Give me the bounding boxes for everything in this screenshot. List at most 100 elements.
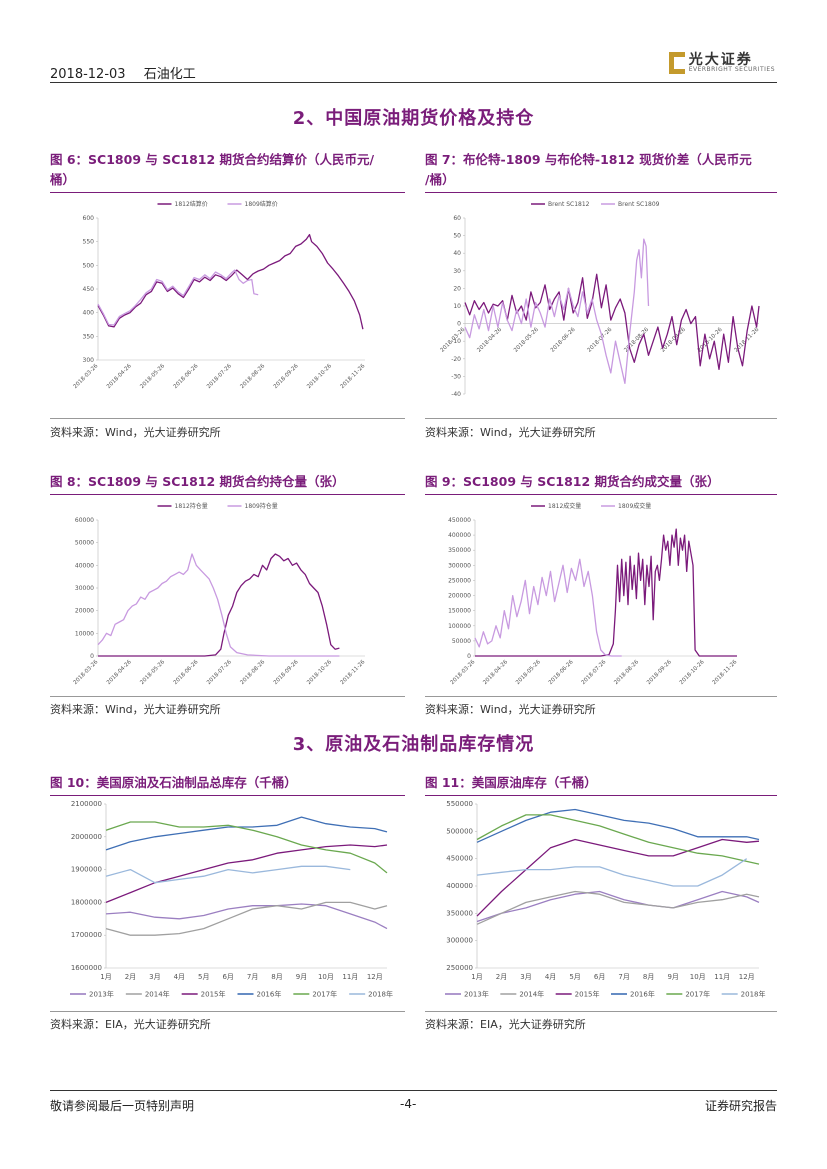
figure-7-source-rule xyxy=(425,418,777,419)
page-number: -4- xyxy=(400,1097,417,1111)
chart-fig11-y-tick-label: 500000 xyxy=(446,827,473,835)
chart-fig10-legend-label: 2016年 xyxy=(257,990,282,999)
chart-fig8-x-tick-label: 2018-03-26 xyxy=(73,659,100,686)
figure-6-title: 图 6：SC1809 与 SC1812 期货合约结算价（人民币元/ 桶） xyxy=(50,150,405,190)
chart-fig8-x-tick-label: 2018-06-26 xyxy=(173,659,200,686)
chart-fig7-y-tick-label: 50 xyxy=(453,233,461,240)
figure-8-rule xyxy=(50,494,405,495)
figure-7-title-line2: /桶） xyxy=(425,172,455,187)
chart-fig11-y-tick-label: 450000 xyxy=(446,855,473,863)
chart-fig6-legend-label: 1812结算价 xyxy=(175,200,208,208)
chart-fig10-series-line-2 xyxy=(105,844,388,904)
chart-fig9-x-tick-label: 2018-10-26 xyxy=(679,659,706,686)
chart-fig10-x-tick-label: 8月 xyxy=(271,973,282,981)
figure-9-rule xyxy=(425,494,777,495)
chart-fig10-y-tick-label: 1900000 xyxy=(71,866,102,874)
chart-fig9-x-tick-label: 2018-09-26 xyxy=(646,659,673,686)
figure-9-title: 图 9：SC1809 与 SC1812 期货合约成交量（张） xyxy=(425,474,720,489)
chart-fig10-x-tick-label: 1月 xyxy=(100,973,111,981)
chart-fig8-legend-label: 1812持仓量 xyxy=(175,502,208,510)
chart-fig9-series-line-1 xyxy=(474,558,622,657)
chart-fig6-x-tick-label: 2018-10-26 xyxy=(306,363,333,390)
chart-fig8-y-tick-label: 0 xyxy=(90,653,94,660)
figure-10-chart: 1600000 1700000 1800000 1900000 2000000 21000… xyxy=(70,800,393,999)
chart-fig7-series-line-1 xyxy=(464,238,650,385)
brand-logo: 光大证券 EVERBRIGHT SECURITIES xyxy=(668,52,775,74)
chart-fig9-y-tick-label: 150000 xyxy=(448,608,471,615)
figure-6-title-line1: 图 6：SC1809 与 SC1812 期货合约结算价（人民币元/ xyxy=(50,152,375,167)
chart-fig7-y-tick-label: -40 xyxy=(451,391,461,398)
chart-fig11-series-line-0 xyxy=(476,890,760,923)
chart-fig6-y-tick-label: 450 xyxy=(83,286,95,293)
figure-11-source-rule xyxy=(425,1011,777,1012)
figure-7-rule xyxy=(425,192,777,193)
chart-fig9-y-tick-label: 200000 xyxy=(448,593,471,600)
chart-fig10-series-line-5 xyxy=(105,865,351,884)
figure-7-chart: -40 -30 -20 -10 0 10 20 30 40 50 60 2018-03-26 2018-… xyxy=(440,201,761,398)
chart-fig9-x-tick-label: 2018-07-26 xyxy=(581,659,608,686)
chart-fig10-x-tick-label: 11月 xyxy=(342,973,358,981)
chart-fig6-y-tick-label: 500 xyxy=(83,262,95,269)
chart-fig11-legend-label: 2013年 xyxy=(464,990,489,999)
figure-11-chart: 250000 300000 350000 400000 450000 500000 5500… xyxy=(445,800,765,999)
figure-6-chart: 300 350 400 450 500 550 600 2018-03-26 2018-04-2… xyxy=(73,200,367,390)
chart-fig8-x-tick-label: 2018-11-26 xyxy=(340,659,367,686)
chart-fig10-series-line-1 xyxy=(105,901,388,936)
footer-divider xyxy=(50,1090,777,1091)
chart-fig11-x-tick-label: 8月 xyxy=(643,973,654,981)
chart-fig8-series-line-1 xyxy=(97,553,340,657)
chart-fig7-x-tick-label: 2018-06-26 xyxy=(550,326,577,353)
chart-fig10-x-tick-label: 12月 xyxy=(367,973,383,981)
logo-icon xyxy=(668,52,685,74)
chart-fig7-y-tick-label: 10 xyxy=(453,303,461,310)
figure-7-source: 资料来源：Wind，光大证券研究所 xyxy=(425,426,596,439)
chart-fig9-y-tick-label: 50000 xyxy=(452,638,471,645)
figure-7-title: 图 7：布伦特-1809 与布伦特-1812 现货价差（人民币元 /桶） xyxy=(425,150,780,190)
figure-10-rule xyxy=(50,795,405,796)
chart-fig11-y-tick-label: 550000 xyxy=(446,800,473,808)
figure-11-source: 资料来源：EIA，光大证券研究所 xyxy=(425,1018,586,1031)
figure-8-source: 资料来源：Wind，光大证券研究所 xyxy=(50,703,221,716)
section-title-2: 2、中国原油期货价格及持仓 xyxy=(292,108,535,129)
chart-fig7-x-tick-label: 2018-03-26 xyxy=(440,326,467,353)
chart-fig10-legend-label: 2014年 xyxy=(145,990,170,999)
chart-fig10-y-tick-label: 2000000 xyxy=(71,833,102,841)
chart-fig9-x-tick-label: 2018-05-26 xyxy=(515,659,542,686)
page-header: 2018-12-03 石油化工 xyxy=(50,63,210,82)
chart-fig8-x-tick-label: 2018-08-26 xyxy=(239,659,266,686)
chart-fig6-y-tick-label: 400 xyxy=(83,310,95,317)
figure-10-source: 资料来源：EIA，光大证券研究所 xyxy=(50,1018,211,1031)
chart-fig6-x-tick-label: 2018-05-26 xyxy=(139,363,166,390)
chart-fig6-x-tick-label: 2018-11-26 xyxy=(340,363,367,390)
chart-fig11-y-tick-label: 300000 xyxy=(446,937,473,945)
chart-fig11-series-line-5 xyxy=(476,858,748,887)
chart-fig11-x-tick-label: 5月 xyxy=(569,973,580,981)
chart-fig6-y-tick-label: 550 xyxy=(83,239,95,246)
chart-fig11-legend-label: 2015年 xyxy=(575,990,600,999)
chart-fig8-y-tick-label: 50000 xyxy=(75,540,94,547)
chart-fig11-legend-label: 2014年 xyxy=(519,990,544,999)
chart-fig7-x-tick-label: 2018-04-26 xyxy=(476,326,503,353)
chart-fig9-series-line-0 xyxy=(475,528,737,657)
chart-fig9-y-tick-label: 100000 xyxy=(448,623,471,630)
figure-7-title-line1: 图 7：布伦特-1809 与布伦特-1812 现货价差（人民币元 xyxy=(425,152,752,167)
chart-fig9-x-tick-label: 2018-06-26 xyxy=(548,659,575,686)
figure-8-title: 图 8：SC1809 与 SC1812 期货合约持仓量（张） xyxy=(50,474,345,489)
chart-fig10-legend-label: 2017年 xyxy=(312,990,337,999)
figure-6-source: 资料来源：Wind，光大证券研究所 xyxy=(50,426,221,439)
chart-fig10-y-tick-label: 2100000 xyxy=(71,800,102,808)
chart-fig10-x-tick-label: 6月 xyxy=(222,973,233,981)
section-title-3: 3、原油及石油制品库存情况 xyxy=(292,734,535,755)
chart-fig7-y-tick-label: -10 xyxy=(451,338,461,345)
chart-fig9-y-tick-label: 0 xyxy=(467,653,471,660)
chart-fig6-legend-label: 1809结算价 xyxy=(245,200,278,208)
chart-fig6-y-tick-label: 600 xyxy=(83,215,95,222)
report-category: 石油化工 xyxy=(143,67,196,82)
chart-fig11-y-tick-label: 250000 xyxy=(446,964,473,972)
chart-fig11-x-tick-label: 7月 xyxy=(618,973,629,981)
chart-fig11-legend-label: 2017年 xyxy=(685,990,710,999)
chart-fig8-x-tick-label: 2018-07-26 xyxy=(206,659,233,686)
chart-fig9-y-tick-label: 250000 xyxy=(448,577,471,584)
chart-fig11-legend-label: 2016年 xyxy=(630,990,655,999)
chart-fig9-legend-label: 1809成交量 xyxy=(618,502,651,510)
